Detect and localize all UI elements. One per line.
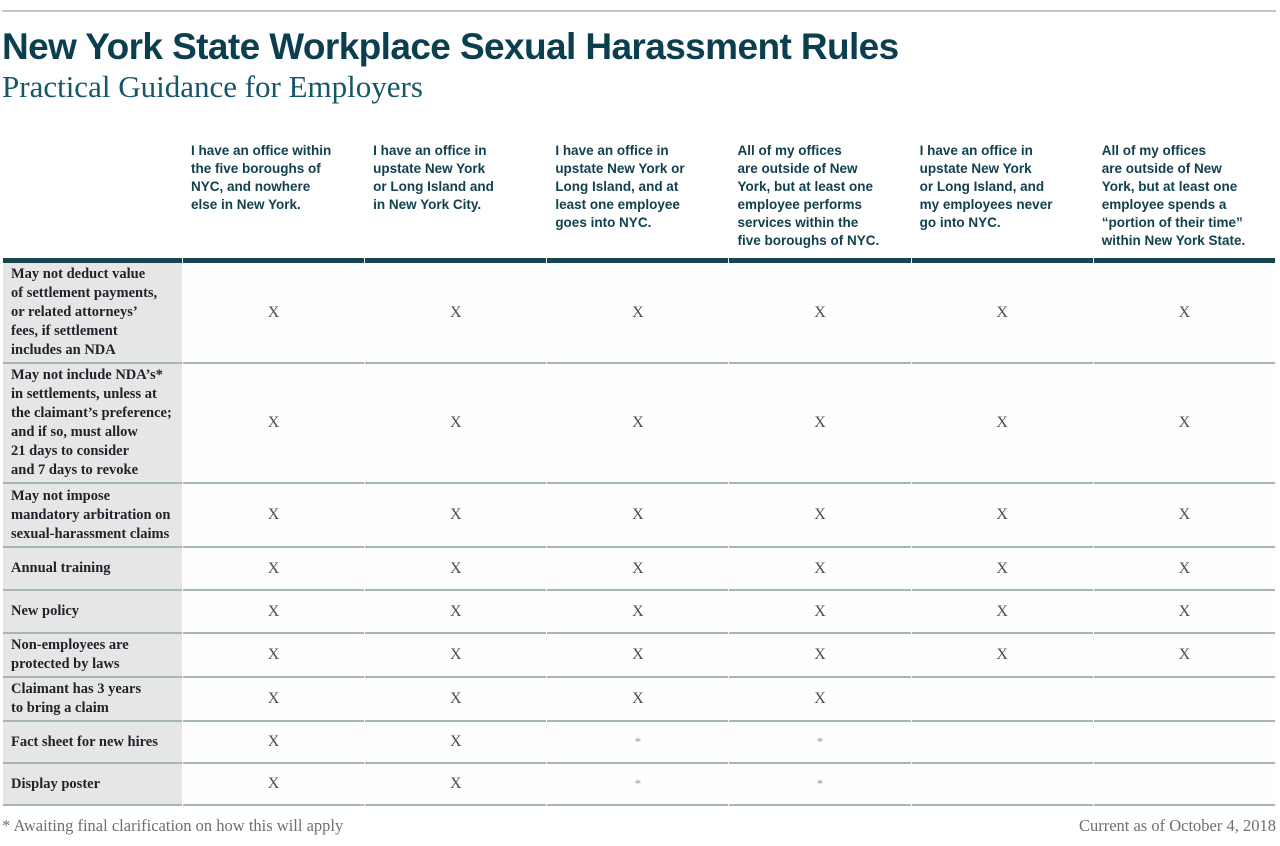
cell-mark: X <box>365 484 547 548</box>
cell-mark: X <box>1093 548 1275 591</box>
cell-mark: X <box>183 678 365 722</box>
cell-mark <box>1093 722 1275 764</box>
cell-mark-asterisk: * <box>729 722 911 764</box>
row-label: May not include NDA’s* in settlements, u… <box>3 364 182 484</box>
infographic-page: New York State Workplace Sexual Harassme… <box>0 10 1278 836</box>
table-header: I have an office within the five borough… <box>3 132 1275 263</box>
page-subtitle: Practical Guidance for Employers <box>2 69 423 104</box>
table-row-fact-sheet: Fact sheet for new hires X X * * <box>3 722 1275 764</box>
current-as-of-note: Current as of October 4, 2018 <box>1078 816 1276 835</box>
cell-mark: X <box>183 263 365 364</box>
row-label: Annual training <box>3 548 182 591</box>
table-row-settlement-deduction: May not deduct value of settlement payme… <box>3 263 1275 364</box>
corner-cell <box>3 132 182 263</box>
row-label: Non-employees are protected by laws <box>3 634 182 678</box>
cell-mark: X <box>183 722 365 764</box>
table-row-non-employees-protected: Non-employees are protected by laws X X … <box>3 634 1275 678</box>
cell-mark <box>1093 678 1275 722</box>
page-title: New York State Workplace Sexual Harassme… <box>2 26 899 67</box>
cell-mark: X <box>729 364 911 484</box>
cell-mark: X <box>547 548 729 591</box>
cell-mark: X <box>183 548 365 591</box>
cell-mark: X <box>365 548 547 591</box>
cell-mark: X <box>365 764 547 806</box>
column-header-outside-ny-services-nyc: All of my offices are outside of New Yor… <box>729 132 911 263</box>
cell-mark <box>911 678 1093 722</box>
row-label: New policy <box>3 591 182 634</box>
table-row-annual-training: Annual training X X X X X X <box>3 548 1275 591</box>
cell-mark-asterisk: * <box>547 764 729 806</box>
cell-mark: X <box>183 364 365 484</box>
cell-mark: X <box>1093 364 1275 484</box>
cell-mark: X <box>547 678 729 722</box>
table-row-claimant-3-years: Claimant has 3 years to bring a claim X … <box>3 678 1275 722</box>
cell-mark: X <box>911 364 1093 484</box>
cell-mark: X <box>183 764 365 806</box>
cell-mark: X <box>365 634 547 678</box>
cell-mark: X <box>365 364 547 484</box>
cell-mark-asterisk: * <box>729 764 911 806</box>
cell-mark: X <box>365 591 547 634</box>
cell-mark: X <box>1093 634 1275 678</box>
cell-mark: X <box>729 678 911 722</box>
row-label: May not impose mandatory arbitration on … <box>3 484 182 548</box>
cell-mark: X <box>911 634 1093 678</box>
column-header-upstate-employee-into-nyc: I have an office in upstate New York or … <box>547 132 729 263</box>
table-row-mandatory-arbitration: May not impose mandatory arbitration on … <box>3 484 1275 548</box>
cell-mark: X <box>547 364 729 484</box>
cell-mark: X <box>729 484 911 548</box>
top-divider <box>2 10 1276 12</box>
cell-mark: X <box>547 484 729 548</box>
cell-mark <box>911 764 1093 806</box>
cell-mark: X <box>729 263 911 364</box>
row-label: Display poster <box>3 764 182 806</box>
cell-mark: X <box>911 548 1093 591</box>
cell-mark: X <box>365 722 547 764</box>
rules-table: I have an office within the five borough… <box>2 132 1276 806</box>
header-row: I have an office within the five borough… <box>3 132 1275 263</box>
footer: * Awaiting final clarification on how th… <box>2 816 1276 836</box>
cell-mark: X <box>911 484 1093 548</box>
table-body: May not deduct value of settlement payme… <box>3 263 1275 806</box>
cell-mark: X <box>547 634 729 678</box>
cell-mark <box>911 722 1093 764</box>
column-header-upstate-and-nyc: I have an office in upstate New York or … <box>365 132 547 263</box>
cell-mark: X <box>365 263 547 364</box>
cell-mark: X <box>911 591 1093 634</box>
cell-mark <box>1093 764 1275 806</box>
cell-mark: X <box>729 548 911 591</box>
cell-mark: X <box>729 591 911 634</box>
cell-mark: X <box>183 634 365 678</box>
row-label: May not deduct value of settlement payme… <box>3 263 182 364</box>
column-header-nyc-only: I have an office within the five borough… <box>183 132 365 263</box>
cell-mark: X <box>1093 484 1275 548</box>
table-row-new-policy: New policy X X X X X X <box>3 591 1275 634</box>
cell-mark: X <box>183 484 365 548</box>
row-label: Fact sheet for new hires <box>3 722 182 764</box>
column-header-upstate-never-nyc: I have an office in upstate New York or … <box>911 132 1093 263</box>
cell-mark: X <box>183 591 365 634</box>
table-row-nda-settlements: May not include NDA’s* in settlements, u… <box>3 364 1275 484</box>
cell-mark: X <box>365 678 547 722</box>
cell-mark-asterisk: * <box>547 722 729 764</box>
cell-mark: X <box>911 263 1093 364</box>
table-row-display-poster: Display poster X X * * <box>3 764 1275 806</box>
cell-mark: X <box>729 634 911 678</box>
column-header-outside-ny-portion-of-time: All of my offices are outside of New Yor… <box>1093 132 1275 263</box>
cell-mark: X <box>547 591 729 634</box>
cell-mark: X <box>1093 591 1275 634</box>
footnote: * Awaiting final clarification on how th… <box>2 816 344 835</box>
row-label: Claimant has 3 years to bring a claim <box>3 678 182 722</box>
cell-mark: X <box>1093 263 1275 364</box>
cell-mark: X <box>547 263 729 364</box>
